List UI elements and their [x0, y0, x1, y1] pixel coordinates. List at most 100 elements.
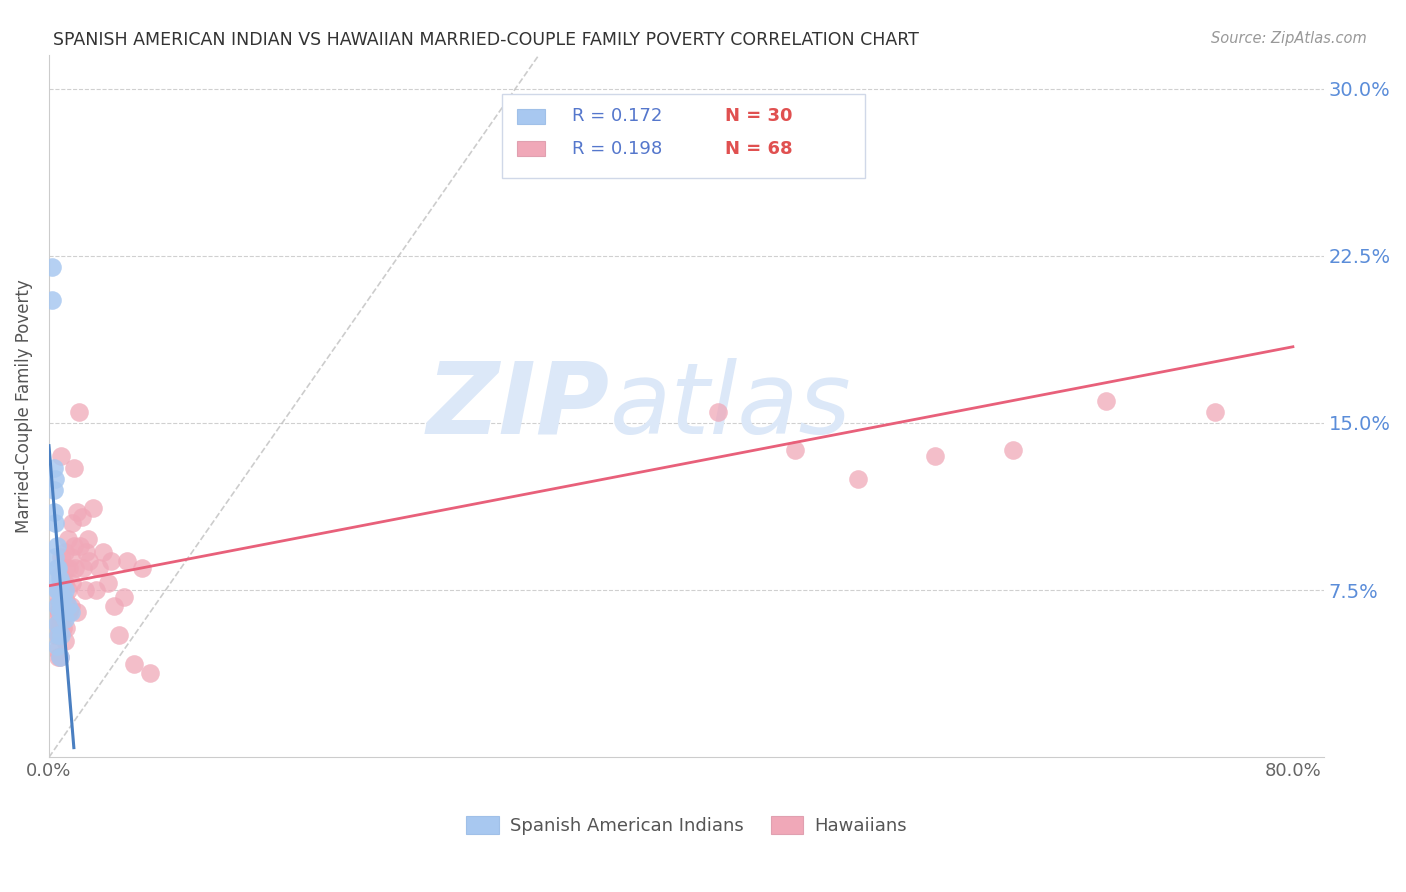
Point — [93, 545, 115, 559]
Text: R = 0.198: R = 0.198 — [572, 139, 662, 158]
Point — [46, 628, 69, 642]
Point — [53, 583, 76, 598]
Point — [42, 612, 65, 626]
Point — [45, 583, 67, 598]
Point — [66, 505, 89, 519]
Point — [44, 516, 66, 531]
Point — [51, 628, 73, 642]
Point — [45, 599, 67, 613]
Point — [108, 628, 131, 642]
Point — [51, 576, 73, 591]
FancyBboxPatch shape — [517, 141, 546, 156]
Point — [45, 643, 67, 657]
Point — [69, 539, 91, 553]
Point — [628, 153, 651, 167]
Point — [41, 293, 63, 308]
Point — [70, 509, 93, 524]
Point — [46, 606, 69, 620]
Point — [52, 590, 75, 604]
Point — [45, 590, 67, 604]
Y-axis label: Married-Couple Family Poverty: Married-Couple Family Poverty — [15, 279, 32, 533]
Point — [55, 561, 77, 575]
Point — [52, 576, 75, 591]
Point — [706, 405, 728, 419]
Point — [100, 554, 122, 568]
Point — [56, 599, 79, 613]
Point — [51, 612, 73, 626]
Point — [49, 572, 72, 586]
Point — [51, 599, 73, 613]
Point — [1095, 393, 1118, 408]
Text: SPANISH AMERICAN INDIAN VS HAWAIIAN MARRIED-COUPLE FAMILY POVERTY CORRELATION CH: SPANISH AMERICAN INDIAN VS HAWAIIAN MARR… — [53, 31, 920, 49]
Point — [131, 561, 153, 575]
Point — [75, 545, 97, 559]
Point — [66, 606, 89, 620]
Point — [65, 561, 87, 575]
Point — [72, 561, 94, 575]
Text: R = 0.172: R = 0.172 — [572, 107, 662, 125]
Point — [46, 583, 69, 598]
Point — [53, 634, 76, 648]
Point — [49, 599, 72, 613]
Point — [139, 665, 162, 680]
Point — [51, 549, 73, 564]
Point — [924, 450, 946, 464]
Point — [42, 460, 65, 475]
Point — [63, 539, 86, 553]
Point — [42, 483, 65, 497]
Point — [58, 606, 80, 620]
Point — [41, 260, 63, 274]
FancyBboxPatch shape — [502, 94, 865, 178]
Point — [1002, 442, 1025, 457]
Point — [46, 650, 69, 665]
Point — [45, 616, 67, 631]
Point — [45, 561, 67, 575]
Text: atlas: atlas — [610, 358, 852, 455]
Point — [49, 567, 72, 582]
Point — [60, 516, 83, 531]
Point — [51, 450, 73, 464]
Point — [44, 628, 66, 642]
Point — [112, 590, 135, 604]
FancyBboxPatch shape — [517, 109, 546, 124]
Point — [44, 549, 66, 564]
Point — [73, 583, 96, 598]
Point — [115, 554, 138, 568]
Point — [45, 616, 67, 631]
Legend: Spanish American Indians, Hawaiians: Spanish American Indians, Hawaiians — [460, 808, 914, 842]
Point — [84, 583, 107, 598]
Point — [76, 532, 98, 546]
Point — [82, 500, 104, 515]
Point — [60, 576, 83, 591]
Point — [45, 639, 67, 653]
Point — [52, 621, 75, 635]
Point — [846, 472, 869, 486]
Point — [55, 621, 77, 635]
Point — [53, 612, 76, 626]
Point — [53, 606, 76, 620]
Point — [87, 561, 110, 575]
Text: Source: ZipAtlas.com: Source: ZipAtlas.com — [1211, 31, 1367, 46]
Point — [124, 657, 146, 671]
Point — [1204, 405, 1226, 419]
Point — [46, 561, 69, 575]
Point — [103, 599, 125, 613]
Point — [49, 606, 72, 620]
Point — [44, 472, 66, 486]
Point — [45, 539, 67, 553]
Point — [49, 621, 72, 635]
Point — [97, 576, 120, 591]
Point — [58, 561, 80, 575]
Text: N = 68: N = 68 — [724, 139, 793, 158]
Point — [59, 549, 82, 564]
Point — [42, 505, 65, 519]
Point — [67, 405, 90, 419]
Point — [59, 599, 82, 613]
Point — [53, 576, 76, 591]
Text: ZIP: ZIP — [427, 358, 610, 455]
Point — [46, 628, 69, 642]
Point — [56, 583, 79, 598]
Point — [63, 460, 86, 475]
Point — [49, 650, 72, 665]
Point — [46, 583, 69, 598]
